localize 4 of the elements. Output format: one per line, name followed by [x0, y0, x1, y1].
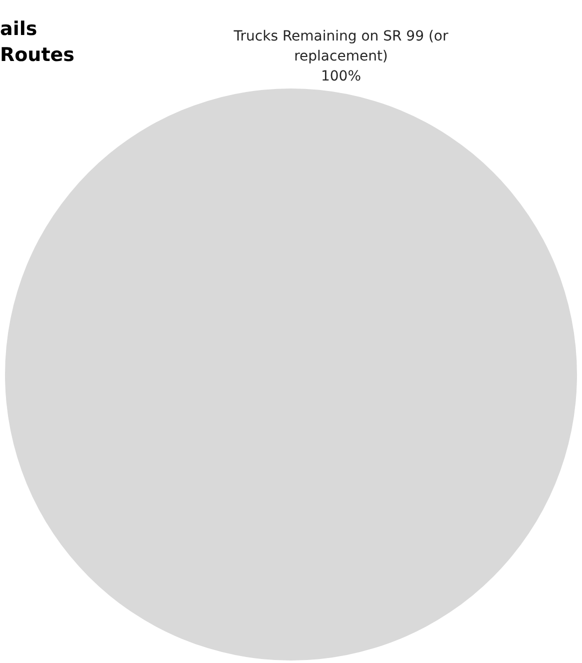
text: ails	[0, 17, 38, 42]
data-label: 100%	[320, 68, 362, 84]
text: Routes	[0, 43, 74, 68]
slice-label: Trucks Remaining on SR 99 (or replacement)	[232, 28, 448, 64]
